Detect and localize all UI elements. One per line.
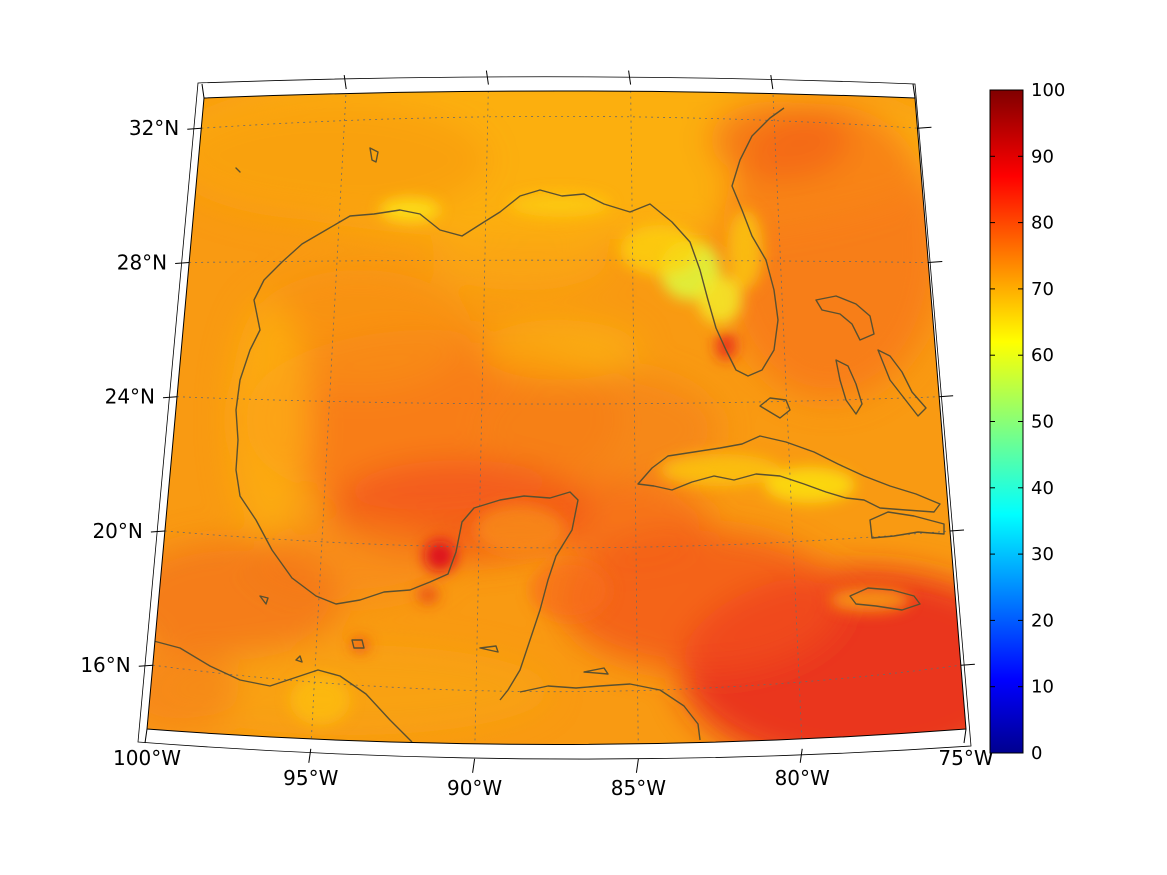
colorbar-label: 0 [1031,743,1042,764]
lat-tick-right [928,260,943,263]
lat-tick-left [162,396,178,399]
lon-label: 95°W [283,766,338,790]
map-area [147,91,966,745]
lat-label: 16°N [80,653,130,677]
meridian-line [310,91,347,745]
coastline-cuba [637,435,941,513]
lon-label: 75°W [938,746,993,770]
lon-label: 85°W [611,776,666,800]
lon-tick-bottom [472,758,476,773]
colorbar-label: 90 [1031,146,1054,167]
lon-tick-top [485,70,489,85]
coastlines [149,107,945,743]
lat-tick-left [138,664,153,667]
lat-tick-right [949,529,965,532]
latitude-axis: 16°N 20°N 24°N 28°N 32°N [80,116,975,677]
coastline-bahamas-4 [759,397,791,419]
colorbar-gradient [989,89,1024,754]
lon-tick-top [770,74,774,90]
colorbar-label: 40 [1031,478,1054,499]
lon-tick-top [201,83,205,99]
lon-tick-bottom [144,728,148,744]
lon-tick-bottom [963,728,967,744]
coastline-honduras [519,683,701,741]
lon-tick-bottom [635,758,639,773]
lon-tick-top [628,70,632,85]
parallel-line [176,396,940,405]
lat-label: 24°N [105,385,155,409]
colorbar-label: 30 [1031,544,1054,565]
lat-tick-left [187,127,202,130]
colorbar: 0 10 20 30 40 50 60 70 80 90 100 [989,80,1065,764]
colorbar-label: 50 [1031,412,1054,433]
lat-tick-right [917,126,932,129]
colorbar-label: 80 [1031,213,1054,234]
coastline-hispaniola [869,511,945,539]
lat-tick-left [175,261,190,264]
lat-label: 28°N [117,250,167,274]
meridian-line [630,91,639,745]
map-frame [146,90,967,745]
colorbar-label: 20 [1031,610,1054,631]
lat-tick-left [150,530,165,533]
meridian-line [772,91,803,745]
field-variations [147,91,966,745]
colorbar-label: 60 [1031,345,1054,366]
meridian-line [474,91,489,745]
lon-label: 80°W [775,766,830,790]
map-frame-outer [137,76,972,760]
lon-tick-top [912,83,916,99]
colorbar-ticks: 0 10 20 30 40 50 60 70 80 90 100 [990,80,1065,764]
coastline-bahamas-3 [877,349,927,417]
longitude-axis: 100°W 95°W 90°W 85°W 80°W 75°W [113,70,994,800]
coastline-bahamas-1 [815,295,875,341]
lat-tick-right [939,395,954,398]
lat-tick-right [960,663,975,666]
lat-label: 20°N [92,519,142,543]
lon-label: 100°W [113,746,181,770]
coastline-central-america [149,639,413,743]
parallel-line [164,530,951,549]
coastline-islands [235,147,609,675]
colorbar-label: 10 [1031,677,1054,698]
lon-tick-top [343,74,347,90]
lat-label: 32°N [129,116,179,140]
lon-label: 90°W [447,776,502,800]
colorbar-label: 70 [1031,279,1054,300]
coastline-bahamas-2 [835,359,863,415]
coastline-gulf [235,107,785,701]
coastline-jamaica [849,587,921,611]
lon-tick-bottom [308,748,312,763]
gridlines [152,91,961,745]
colorbar-label: 100 [1031,80,1065,101]
field-details [290,193,910,725]
lon-tick-bottom [799,748,803,763]
